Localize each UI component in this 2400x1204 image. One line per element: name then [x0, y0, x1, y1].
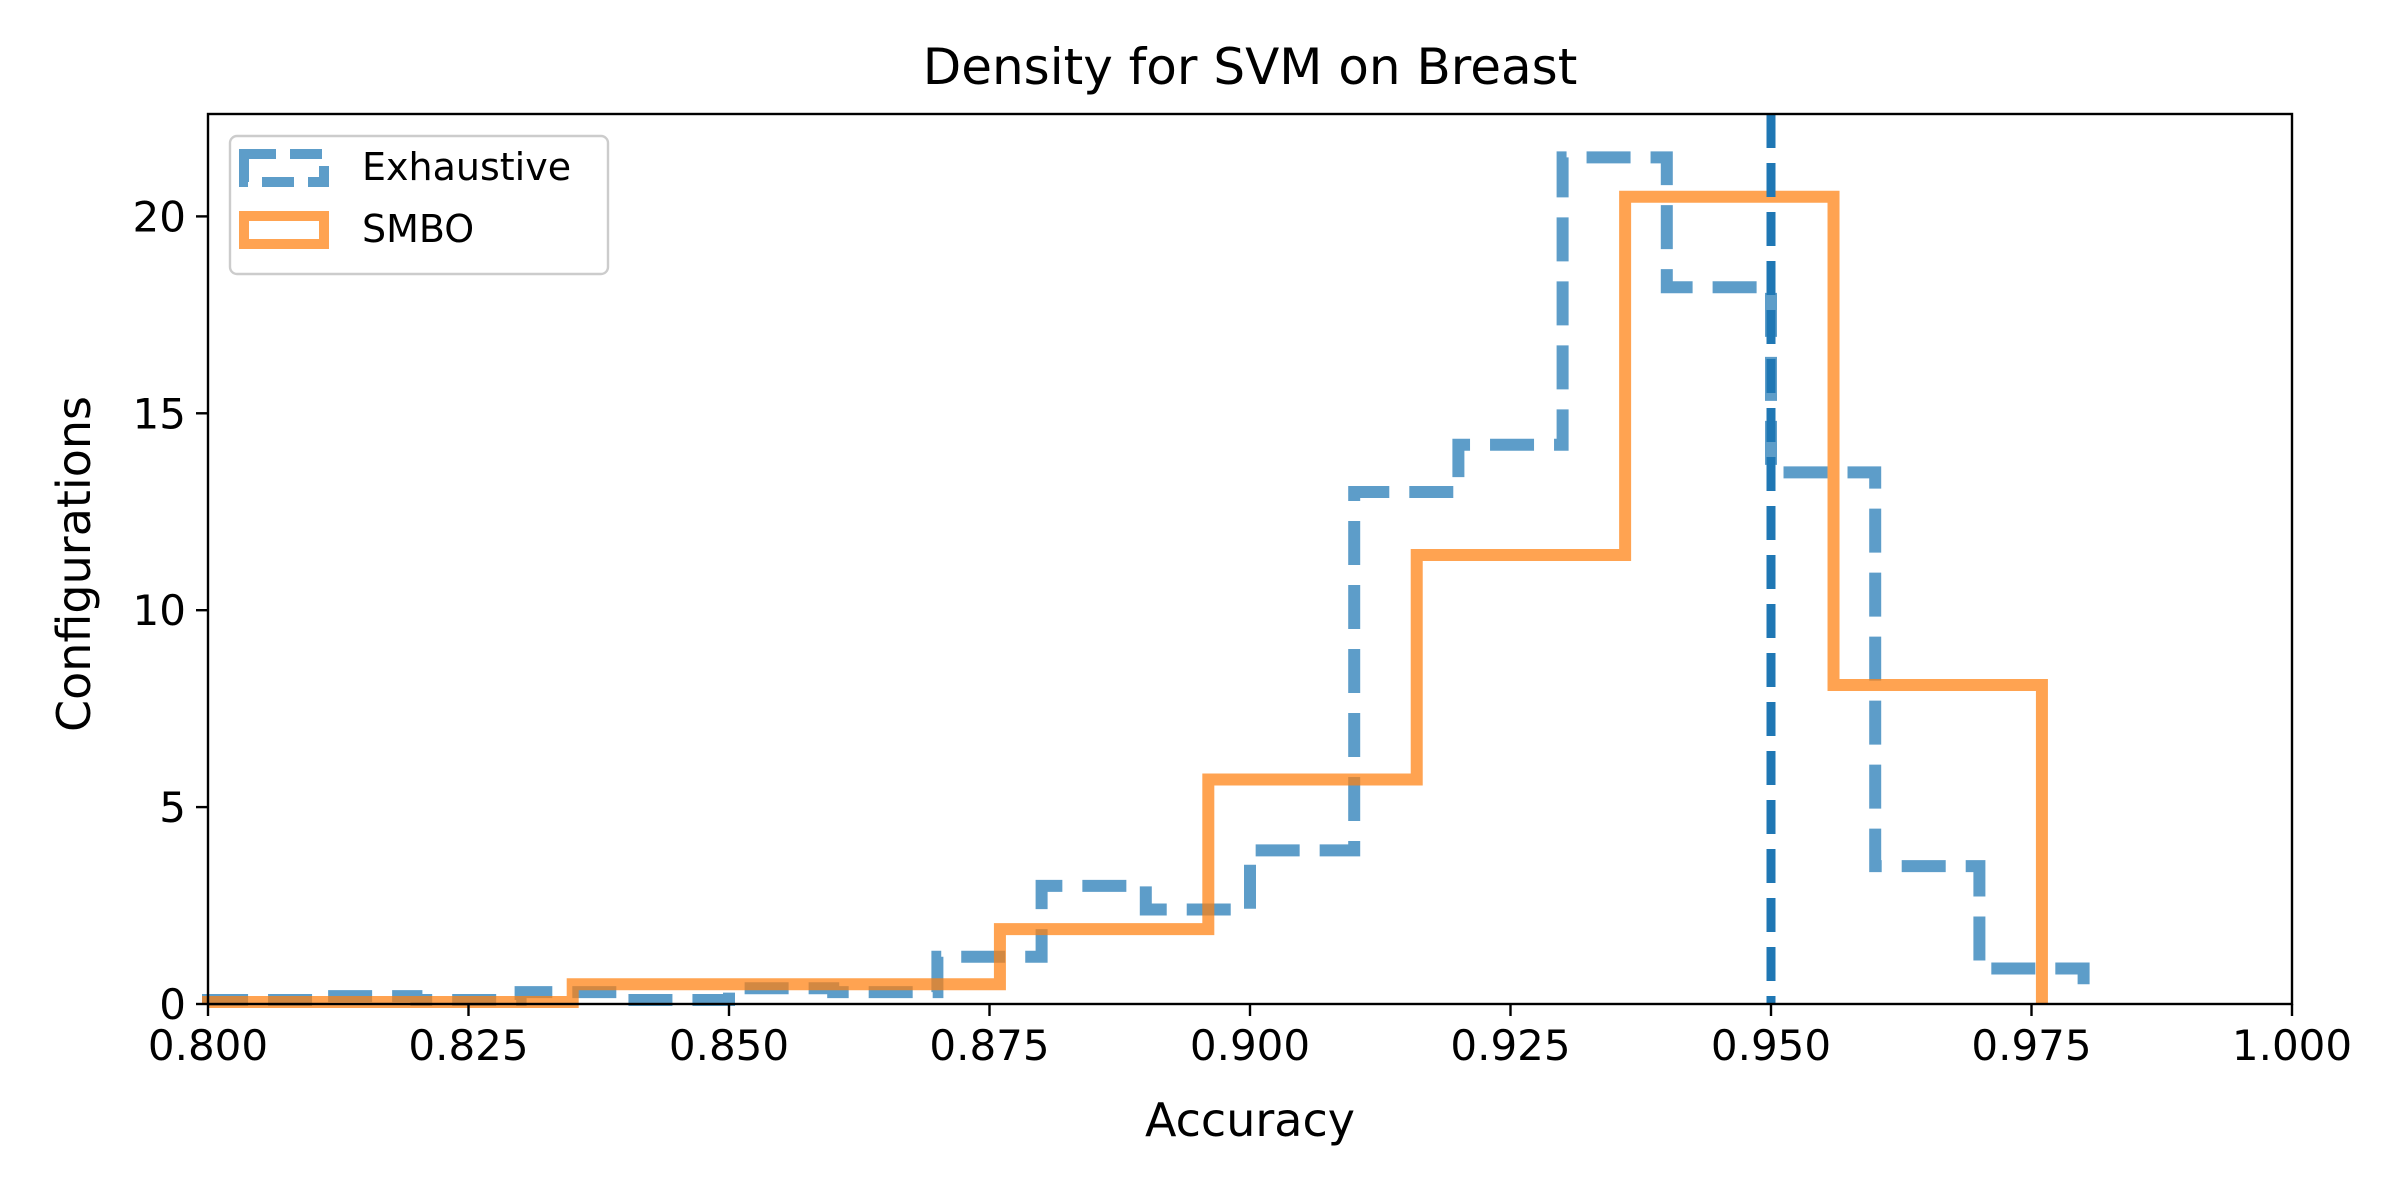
x-tick-label: 0.975	[1971, 1021, 2091, 1070]
y-tick-label: 0	[159, 980, 186, 1029]
legend-swatch-smbo	[239, 211, 329, 249]
x-tick-label: 0.950	[1711, 1021, 1831, 1070]
y-tick-label: 5	[159, 783, 186, 832]
y-axis-label: Configurations	[47, 396, 101, 732]
plot-area	[202, 112, 2294, 1009]
legend-label-exhaustive: Exhaustive	[362, 145, 571, 189]
y-tick-label: 20	[133, 192, 186, 241]
series-exhaustive-step	[202, 151, 2090, 1007]
x-tick-label: 0.925	[1450, 1021, 1570, 1070]
x-tick-label: 1.000	[2232, 1021, 2352, 1070]
y-tick-label: 10	[133, 586, 186, 635]
axis-ticks: 0.800 0.825 0.850 0.875 0.900 0.925 0.950 0.975…	[133, 192, 2353, 1070]
x-axis-label: Accuracy	[1145, 1093, 1355, 1147]
x-tick-label: 0.875	[929, 1021, 1049, 1070]
series-smbo-step	[202, 190, 2048, 1009]
legend-swatch-exhaustive	[239, 149, 329, 187]
y-tick-label: 15	[133, 389, 186, 438]
chart-title: Density for SVM on Breast	[923, 38, 1578, 96]
x-tick-label: 0.900	[1190, 1021, 1310, 1070]
x-tick-label: 0.825	[408, 1021, 528, 1070]
x-tick-label: 0.850	[669, 1021, 789, 1070]
legend: Exhaustive SMBO	[228, 134, 610, 276]
legend-label-smbo: SMBO	[362, 207, 474, 251]
x-tick-label: 0.800	[148, 1021, 268, 1070]
